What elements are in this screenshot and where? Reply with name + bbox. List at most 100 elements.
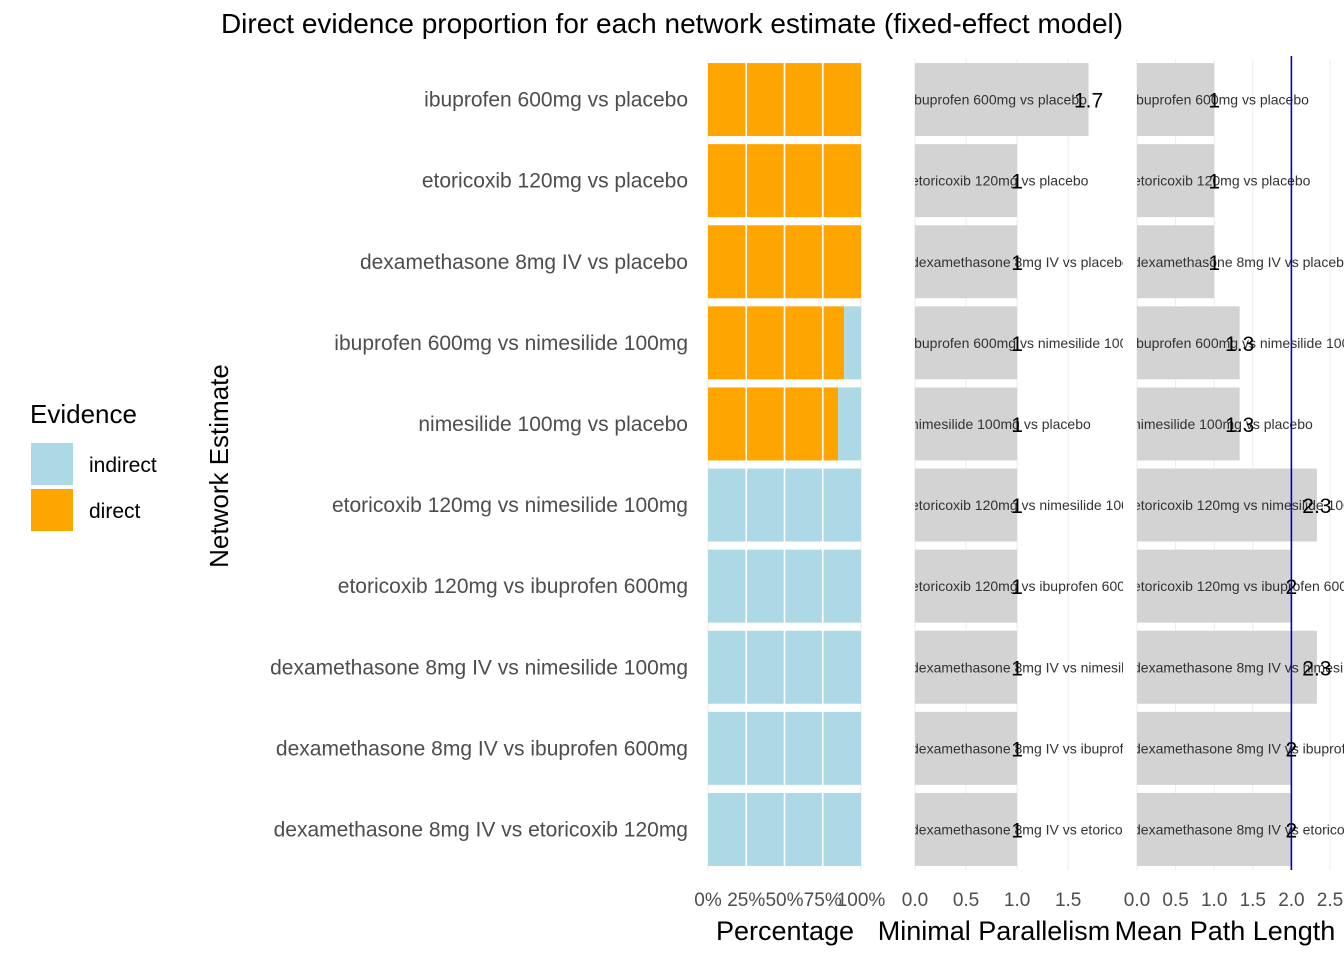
row-label: ibuprofen 600mg vs placebo <box>424 89 688 112</box>
bar <box>1137 468 1317 542</box>
row-label: dexamethasone 8mg IV vs placebo <box>360 251 688 274</box>
bar-direct <box>708 387 839 461</box>
tick-label: 1.0 <box>1201 890 1227 911</box>
value-label: 1 <box>1011 576 1023 599</box>
row-label: ibuprofen 600mg vs nimesilide 100mg <box>334 332 688 355</box>
row-label: dexamethasone 8mg IV vs ibuprofen 600mg <box>276 737 688 760</box>
bar-inner-label: dexamethasone 8mg IV vs nimesilide 100mg <box>1133 659 1344 675</box>
tick-label: 0% <box>694 890 722 911</box>
panel-mean-path-length: ibuprofen 600mg vs placebo etoricoxib 120… <box>1115 56 1344 946</box>
bar-inner-label: etoricoxib 120mg vs placebo <box>1133 173 1311 189</box>
bars-group: ibuprofen 600mg vs placebo etoricoxib 120… <box>911 63 1190 866</box>
tick-label: 1.5 <box>1055 890 1081 911</box>
tick-label: 50% <box>765 890 803 911</box>
tick-label: 0.0 <box>902 890 928 911</box>
bar-inner-label: nimesilide 100mg vs placebo <box>1133 416 1313 432</box>
value-label: 1 <box>1011 333 1023 356</box>
tick-label: 75% <box>804 890 842 911</box>
tick-label: 100% <box>837 890 886 911</box>
panel-minimal-parallelism: ibuprofen 600mg vs placebo etoricoxib 120… <box>878 59 1190 946</box>
bar <box>915 549 1018 623</box>
bar-inner-label: dexamethasone 8mg IV vs ibuprofen 600mg <box>1133 740 1344 756</box>
bar-indirect <box>838 387 861 461</box>
bar-inner-label: ibuprofen 600mg vs nimesilide 100mg <box>1133 335 1344 351</box>
bar-inner-label: dexamethasone 8mg IV vs etoricoxib 120mg <box>1133 821 1344 837</box>
value-label: 1 <box>1208 252 1220 275</box>
value-label: 1 <box>1011 495 1023 518</box>
chart-title: Direct evidence proportion for each netw… <box>221 8 1123 39</box>
bar <box>915 144 1018 218</box>
bar-inner-label: etoricoxib 120mg vs ibuprofen 600mg <box>911 578 1144 594</box>
bar <box>915 711 1018 785</box>
legend-swatch <box>31 443 73 485</box>
bar <box>915 387 1018 461</box>
bar-inner-label: ibuprofen 600mg vs placebo <box>911 92 1087 108</box>
bar <box>1137 711 1292 785</box>
legend-swatch <box>31 489 73 531</box>
row-label: etoricoxib 120mg vs ibuprofen 600mg <box>338 575 688 598</box>
bar-inner-label: etoricoxib 120mg vs nimesilide 100mg <box>911 497 1148 513</box>
row-label: etoricoxib 120mg vs placebo <box>422 170 688 193</box>
bars-group: ibuprofen 600mg vs placebo etoricoxib 120… <box>1133 63 1344 866</box>
legend-label: direct <box>89 500 141 523</box>
bar <box>1137 792 1292 866</box>
row-labels: ibuprofen 600mg vs placebo etoricoxib 120… <box>270 89 688 842</box>
value-label: 2.3 <box>1302 657 1331 680</box>
value-label: 1 <box>1011 414 1023 437</box>
row-label: dexamethasone 8mg IV vs etoricoxib 120mg <box>274 818 688 841</box>
legend: Evidence indirect direct <box>30 399 157 531</box>
bar <box>1137 549 1292 623</box>
bar-inner-label: dexamethasone 8mg IV vs etoricoxib 120mg <box>911 821 1187 837</box>
bar-inner-label: ibuprofen 600mg vs nimesilide 100mg <box>911 335 1147 351</box>
y-axis-title: Network Estimate <box>204 364 234 568</box>
bar-inner-label: ibuprofen 600mg vs placebo <box>1133 92 1309 108</box>
tick-label: 0.5 <box>953 890 979 911</box>
bar-inner-label: etoricoxib 120mg vs ibuprofen 600mg <box>1133 578 1344 594</box>
panel-percentage: 0% 25% 50% 75%100% Percentage <box>694 59 885 946</box>
value-label: 2.3 <box>1302 495 1331 518</box>
tick-label: 2.5 <box>1317 890 1343 911</box>
bar-inner-label: dexamethasone 8mg IV vs placebo <box>911 254 1130 270</box>
value-label: 1 <box>1208 171 1220 194</box>
row-label: nimesilide 100mg vs placebo <box>418 413 688 436</box>
bar-inner-label: dexamethasone 8mg IV vs placebo <box>1133 254 1344 270</box>
value-label: 2 <box>1286 576 1298 599</box>
bar-inner-label: nimesilide 100mg vs placebo <box>911 416 1091 432</box>
tick-label: 0.5 <box>1162 890 1188 911</box>
value-label: 1.3 <box>1225 414 1254 437</box>
bar <box>1137 387 1240 461</box>
value-label: 2 <box>1286 738 1298 761</box>
bar <box>1137 306 1240 380</box>
bar-inner-label: dexamethasone 8mg IV vs ibuprofen 600mg <box>911 740 1186 756</box>
x-axis-title: Mean Path Length <box>1115 916 1336 946</box>
bar <box>915 63 1089 137</box>
bar <box>1137 63 1215 137</box>
tick-label: 1.0 <box>1004 890 1030 911</box>
value-label: 1.7 <box>1074 90 1103 113</box>
value-label: 1 <box>1011 738 1023 761</box>
bar-indirect <box>844 306 861 380</box>
x-axis-title: Minimal Parallelism <box>878 916 1111 946</box>
bar <box>1137 225 1215 299</box>
bar <box>915 225 1018 299</box>
bar <box>915 468 1018 542</box>
value-label: 1 <box>1208 90 1220 113</box>
x-axis-title: Percentage <box>716 916 854 946</box>
row-label: etoricoxib 120mg vs nimesilide 100mg <box>332 494 688 517</box>
value-label: 1.3 <box>1225 333 1254 356</box>
tick-label: 0.0 <box>1124 890 1150 911</box>
legend-title: Evidence <box>30 399 137 429</box>
bar <box>1137 144 1215 218</box>
legend-label: indirect <box>89 454 157 477</box>
bar <box>915 306 1018 380</box>
value-label: 1 <box>1011 657 1023 680</box>
value-label: 1 <box>1011 819 1023 842</box>
tick-label: 2.0 <box>1278 890 1304 911</box>
value-label: 2 <box>1286 819 1298 842</box>
bar-direct <box>708 306 845 380</box>
bar-inner-label: etoricoxib 120mg vs placebo <box>911 173 1089 189</box>
value-label: 1 <box>1011 252 1023 275</box>
bar <box>915 630 1018 704</box>
bar <box>915 792 1018 866</box>
bar-inner-label: dexamethasone 8mg IV vs nimesilide 100mg <box>911 659 1190 675</box>
